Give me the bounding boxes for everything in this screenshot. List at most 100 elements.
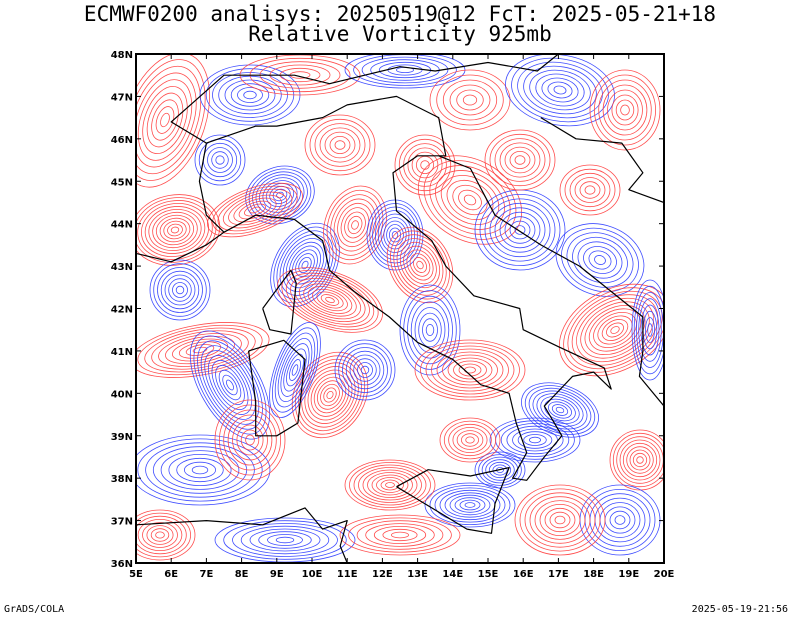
contour-line [218, 369, 242, 401]
contour-line [160, 112, 170, 128]
positive-vorticity-contours [136, 194, 221, 266]
contour-line [524, 385, 596, 435]
contour-line [137, 200, 213, 260]
contour-line [514, 484, 606, 556]
contour-line [227, 414, 273, 466]
contour-line [348, 517, 452, 553]
contour-line [373, 526, 427, 545]
contour-line [607, 89, 643, 131]
contour-line [212, 72, 288, 118]
contour-line [431, 348, 509, 392]
contour-line [449, 84, 491, 116]
contour-line [380, 479, 400, 491]
contour-line [153, 263, 207, 317]
contour-line [638, 298, 662, 362]
positive-vorticity-contours [214, 399, 286, 481]
lat-tick-label: 36N [111, 559, 133, 570]
contour-line [178, 341, 222, 359]
contour-line [136, 512, 191, 558]
contour-line [500, 423, 570, 457]
positive-vorticity-contours [304, 114, 376, 176]
contour-line [481, 456, 519, 484]
contour-line [594, 74, 657, 146]
contour-line [163, 220, 187, 240]
contour-line [574, 177, 606, 203]
contour-line [443, 420, 497, 460]
contour-line [429, 69, 511, 131]
contour-line [606, 322, 624, 338]
contour-line [416, 260, 424, 270]
contour-line [222, 191, 288, 229]
contour-line [222, 374, 238, 396]
contour-line [444, 492, 496, 518]
contour-line [446, 179, 494, 221]
lat-tick-label: 39N [111, 432, 133, 443]
contour-line [316, 291, 344, 309]
contour-line [214, 399, 286, 481]
contour-line [414, 339, 526, 401]
contour-line [207, 182, 303, 238]
contour-line [414, 307, 446, 353]
contour-line [632, 452, 648, 468]
lon-tick-label: 18E [583, 569, 604, 580]
contour-line [212, 185, 298, 235]
contour-line [151, 330, 249, 370]
lat-tick-label: 38N [111, 474, 133, 485]
contour-line [170, 226, 180, 234]
coastline-path [438, 155, 664, 407]
contour-line [435, 170, 505, 230]
contour-line [394, 134, 456, 196]
contour-line [589, 69, 661, 151]
contour-line [535, 73, 585, 107]
contour-line [136, 194, 221, 266]
contour-line [425, 323, 435, 336]
contour-line [459, 499, 481, 511]
lon-tick-label: 8E [235, 569, 249, 580]
contour-line [164, 274, 196, 306]
contour-line [249, 528, 321, 552]
contour-line [345, 350, 385, 390]
lat-tick-label: 48N [111, 50, 133, 61]
lon-tick-label: 5E [129, 569, 143, 580]
contour-line [390, 230, 450, 300]
contour-line [267, 534, 303, 546]
contour-line [399, 284, 461, 376]
contour-line [544, 507, 576, 533]
contour-line [157, 267, 203, 313]
contour-line [505, 54, 615, 127]
contour-line [198, 138, 242, 182]
contour-line [376, 477, 404, 493]
coastline-path [170, 54, 559, 144]
contour-line [342, 347, 388, 393]
contour-line [529, 436, 542, 444]
contour-line [566, 232, 634, 288]
negative-vorticity-contours [344, 54, 466, 89]
contour-line [390, 531, 409, 539]
contour-line [245, 434, 255, 446]
contour-line [456, 89, 484, 111]
contour-line [541, 77, 579, 103]
contour-line [351, 220, 359, 230]
coastline-path [396, 467, 510, 534]
contour-line [509, 220, 531, 240]
contour-line [463, 194, 477, 206]
lon-tick-label: 7E [200, 569, 214, 580]
contour-line [584, 185, 596, 195]
contour-line [429, 165, 511, 235]
negative-vorticity-contours [334, 339, 396, 401]
contour-line [295, 253, 315, 277]
contour-line [424, 482, 516, 528]
lon-tick-label: 6E [164, 569, 178, 580]
contour-line [307, 369, 353, 421]
contour-line [185, 344, 215, 356]
contour-line [458, 363, 482, 377]
contour-line [371, 474, 409, 496]
contour-line [631, 279, 664, 381]
lon-tick-label: 13E [407, 569, 428, 580]
contour-line [418, 312, 442, 348]
contour-line [571, 294, 659, 366]
contour-line [258, 531, 312, 549]
contour-line [391, 231, 399, 239]
lon-tick-label: 17E [548, 569, 569, 580]
contour-line [274, 332, 316, 408]
